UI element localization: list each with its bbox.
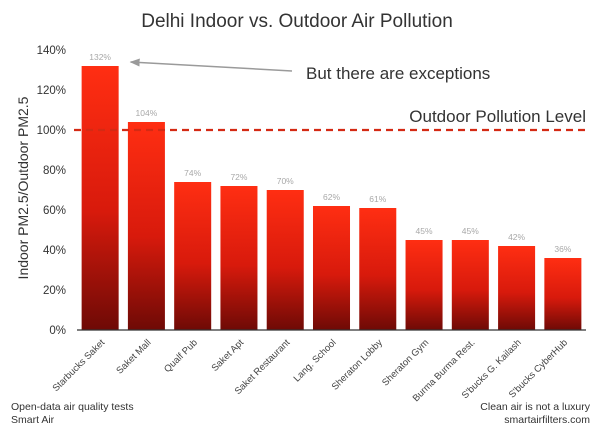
y-axis-label: Indoor PM2.5/Outdoor PM2.5 (15, 96, 31, 279)
category-label: Qualf Pub (162, 337, 200, 375)
category-label: Starbucks Saket (51, 337, 108, 394)
annotation-arrow (129, 58, 293, 72)
bar (544, 258, 582, 330)
footer-slogan: Clean air is not a luxury (480, 401, 590, 413)
bar (498, 246, 536, 330)
bar-value-label: 72% (230, 172, 247, 182)
category-labels-group: Starbucks Saket Saket Mall Qualf Pub Saket … (51, 337, 570, 404)
y-tick-label: 60% (43, 205, 66, 217)
category-label: Sheraton Gym (380, 337, 431, 388)
y-axis: 0% 20% 40% 60% 80% 100% 120% 140% (37, 45, 66, 337)
y-tick-label: 0% (49, 325, 66, 337)
y-tick-label: 100% (37, 125, 66, 137)
bar-value-label: 45% (416, 226, 433, 236)
category-label: Lang. School (292, 337, 339, 384)
bar-value-label: 62% (323, 192, 340, 202)
y-tick-label: 20% (43, 285, 66, 297)
footer-right: Clean air is not a luxury smartairfilter… (480, 401, 590, 427)
y-tick-label: 120% (37, 85, 66, 97)
bar-value-label: 70% (277, 176, 294, 186)
bar-value-label: 61% (369, 194, 386, 204)
bar-value-label: 104% (136, 108, 158, 118)
footer-left: Open-data air quality tests Smart Air (11, 401, 134, 427)
bar-value-label: 132% (89, 52, 111, 62)
value-labels-group: 132% 104% 74% 72% 70% 62% 61% 45% 45% 42% 36% (89, 52, 572, 254)
y-tick-label: 40% (43, 245, 66, 257)
bar-value-label: 36% (554, 244, 571, 254)
bars-group (81, 66, 582, 330)
y-tick-label: 80% (43, 165, 66, 177)
footer-source-title: Open-data air quality tests (11, 401, 134, 413)
chart-title: Delhi Indoor vs. Outdoor Air Pollution (141, 11, 453, 32)
reference-line-label: Outdoor Pollution Level (409, 107, 586, 126)
footer-source-org: Smart Air (11, 414, 55, 426)
bar (359, 208, 397, 330)
bar (405, 240, 443, 330)
bar-value-label: 42% (508, 232, 525, 242)
y-tick-label: 140% (37, 45, 66, 57)
category-label: Saket Mall (114, 337, 153, 376)
bar (127, 122, 165, 330)
bar (312, 206, 351, 330)
bar-value-label: 45% (462, 226, 479, 236)
bar (174, 182, 212, 330)
category-label: Saket Apt (210, 337, 247, 374)
bar (451, 240, 489, 330)
annotation-text: But there are exceptions (306, 64, 490, 83)
bar-value-label: 74% (184, 168, 201, 178)
bar (81, 66, 119, 330)
bar (220, 186, 258, 330)
footer-website: smartairfilters.com (504, 414, 590, 426)
bar (266, 190, 304, 330)
